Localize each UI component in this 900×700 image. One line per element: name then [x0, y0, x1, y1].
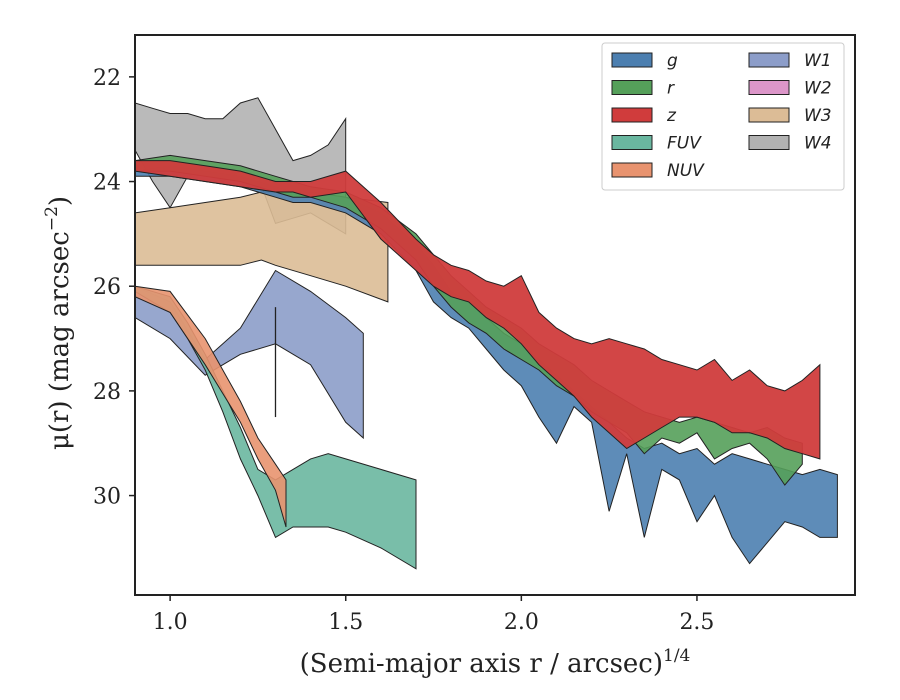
legend-label-r: r — [667, 79, 675, 99]
x-tick-label: 1.5 — [328, 610, 363, 635]
y-tick-label: 28 — [93, 380, 121, 405]
legend-swatch-g — [611, 52, 653, 68]
legend-swatch-w3 — [748, 107, 790, 123]
legend-swatch-fuv — [611, 135, 653, 150]
legend-label-w1: W1 — [804, 51, 832, 71]
plot-frame — [134, 34, 856, 596]
y-axis-label: μ(r) (mag arcsec−2) — [42, 196, 75, 450]
y-axis-label-close: ) — [45, 196, 75, 206]
legend-label-nuv: NUV — [667, 161, 705, 181]
legend-swatch-w4 — [748, 135, 790, 150]
legend-swatch-z — [611, 107, 653, 123]
legend: grz FUV NUV W1 W2 W3 W4 — [601, 42, 845, 191]
series-band-z — [135, 160, 821, 460]
legend-label-w4: W4 — [804, 134, 832, 154]
x-tick-label: 2.5 — [679, 610, 714, 635]
legend-label-w2: W2 — [804, 79, 832, 99]
axes-group: 1.0 1.5 2.0 2.5 22 24 26 28 30 — [93, 34, 856, 635]
legend-swatch-w2 — [748, 80, 790, 95]
legend-box — [601, 42, 845, 191]
legend-swatch-nuv — [611, 162, 653, 178]
x-tick-label: 1.0 — [153, 610, 188, 635]
x-axis-label-superscript: 1/4 — [663, 646, 690, 666]
series-areas — [135, 97, 838, 570]
series-band-nuv — [135, 285, 287, 528]
y-tick-label: 22 — [93, 66, 121, 91]
y-axis-label-superscript: −2 — [42, 206, 62, 231]
y-tick-label: 24 — [93, 171, 121, 196]
y-tick-label: 30 — [93, 485, 121, 510]
x-axis-label-text: (Semi-major axis r / arcsec) — [300, 649, 663, 679]
legend-label-g: g — [667, 51, 678, 71]
legend-label-fuv: FUV — [667, 134, 702, 154]
x-tick-label: 2.0 — [504, 610, 539, 635]
series-band-w1 — [135, 269, 364, 440]
legend-label-z: z — [666, 106, 677, 126]
legend-label-w3: W3 — [804, 106, 832, 126]
legend-swatch-w1 — [748, 52, 790, 68]
series-band-w3 — [135, 191, 389, 303]
legend-swatch-r — [611, 80, 653, 95]
y-axis-label-text: μ(r) (mag arcsec — [45, 231, 75, 450]
y-tick-label: 26 — [93, 275, 121, 300]
x-axis-label: (Semi-major axis r / arcsec)1/4 — [300, 646, 691, 679]
